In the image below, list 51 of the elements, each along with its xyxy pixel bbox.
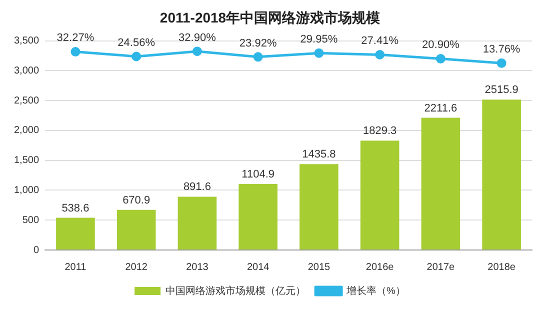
y-tick-label: 3,500: [14, 36, 40, 47]
point: [192, 46, 202, 56]
data-label: 1435.8: [302, 148, 336, 161]
point: [253, 52, 263, 62]
point: [70, 46, 80, 56]
x-tick-label: 2014: [246, 262, 270, 273]
data-label: 24.56%: [118, 36, 156, 49]
point: [436, 54, 446, 64]
chart-title: 2011-2018年中国网络游戏市场规模: [160, 9, 382, 26]
legend-label: 增长率（%）: [346, 284, 406, 297]
data-label: 1829.3: [362, 125, 397, 138]
bar: [56, 218, 95, 250]
data-label: 538.6: [62, 202, 90, 214]
y-tick-label: 2,500: [14, 95, 40, 106]
data-label: 891.6: [183, 181, 211, 194]
x-tick-label: 2015: [308, 262, 331, 273]
x-tick-label: 2016e: [366, 262, 394, 273]
data-label: 32.27%: [56, 32, 94, 44]
y-tick-label: 2,000: [14, 125, 40, 136]
y-tick-label: 1,500: [14, 155, 40, 166]
y-tick-label: 1,000: [14, 184, 40, 196]
point: [496, 58, 506, 68]
legend-label: 中国网络游戏市场规模（亿元）: [166, 284, 306, 297]
data-label: 32.90%: [178, 32, 216, 44]
y-tick-label: 3,000: [14, 65, 40, 76]
bar: [178, 196, 217, 250]
bar: [300, 164, 338, 250]
x-tick-label: 2017e: [426, 262, 456, 273]
data-label: 2211.6: [424, 102, 458, 114]
x-tick-label: 2011: [64, 262, 87, 273]
bar: [116, 210, 156, 250]
data-label: 1104.9: [242, 168, 274, 180]
bar: [421, 118, 460, 250]
point: [375, 50, 385, 60]
x-tick-label: 2013: [186, 262, 209, 273]
data-label: 23.92%: [239, 37, 277, 50]
x-tick-label: 2012: [125, 262, 148, 273]
data-label: 27.41%: [361, 35, 399, 48]
bar: [238, 184, 278, 250]
data-label: 29.95%: [300, 34, 338, 46]
data-label: 2515.9: [484, 84, 518, 96]
y-tick-label: 500: [22, 214, 40, 226]
point: [132, 52, 142, 62]
bar: [360, 140, 400, 250]
data-label: 13.76%: [482, 44, 520, 56]
data-label: 670.9: [122, 194, 150, 206]
data-label: 20.90%: [422, 39, 460, 52]
bar: [482, 100, 521, 250]
y-tick-label: 0: [33, 244, 40, 256]
point: [314, 48, 324, 58]
x-tick-label: 2018e: [488, 262, 516, 273]
